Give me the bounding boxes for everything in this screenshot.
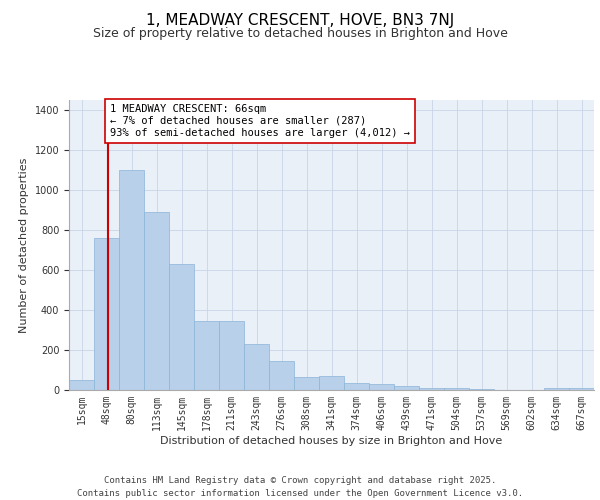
Bar bbox=[269, 361, 294, 390]
X-axis label: Distribution of detached houses by size in Brighton and Hove: Distribution of detached houses by size … bbox=[160, 436, 503, 446]
Bar bbox=[444, 388, 469, 390]
Bar bbox=[169, 264, 194, 390]
Bar bbox=[144, 212, 169, 390]
Bar bbox=[294, 377, 319, 390]
Bar bbox=[544, 388, 569, 390]
Bar bbox=[569, 388, 594, 390]
Y-axis label: Number of detached properties: Number of detached properties bbox=[19, 158, 29, 332]
Bar bbox=[219, 321, 244, 390]
Bar bbox=[194, 321, 219, 390]
Text: Contains HM Land Registry data © Crown copyright and database right 2025.
Contai: Contains HM Land Registry data © Crown c… bbox=[77, 476, 523, 498]
Bar bbox=[319, 376, 344, 390]
Bar bbox=[94, 238, 119, 390]
Bar bbox=[369, 384, 394, 390]
Bar bbox=[394, 386, 419, 390]
Bar bbox=[244, 344, 269, 390]
Text: 1, MEADWAY CRESCENT, HOVE, BN3 7NJ: 1, MEADWAY CRESCENT, HOVE, BN3 7NJ bbox=[146, 12, 454, 28]
Bar bbox=[419, 388, 444, 390]
Bar bbox=[69, 380, 94, 390]
Bar bbox=[119, 170, 144, 390]
Bar bbox=[344, 383, 369, 390]
Bar bbox=[469, 389, 494, 390]
Text: Size of property relative to detached houses in Brighton and Hove: Size of property relative to detached ho… bbox=[92, 28, 508, 40]
Text: 1 MEADWAY CRESCENT: 66sqm
← 7% of detached houses are smaller (287)
93% of semi-: 1 MEADWAY CRESCENT: 66sqm ← 7% of detach… bbox=[110, 104, 410, 138]
